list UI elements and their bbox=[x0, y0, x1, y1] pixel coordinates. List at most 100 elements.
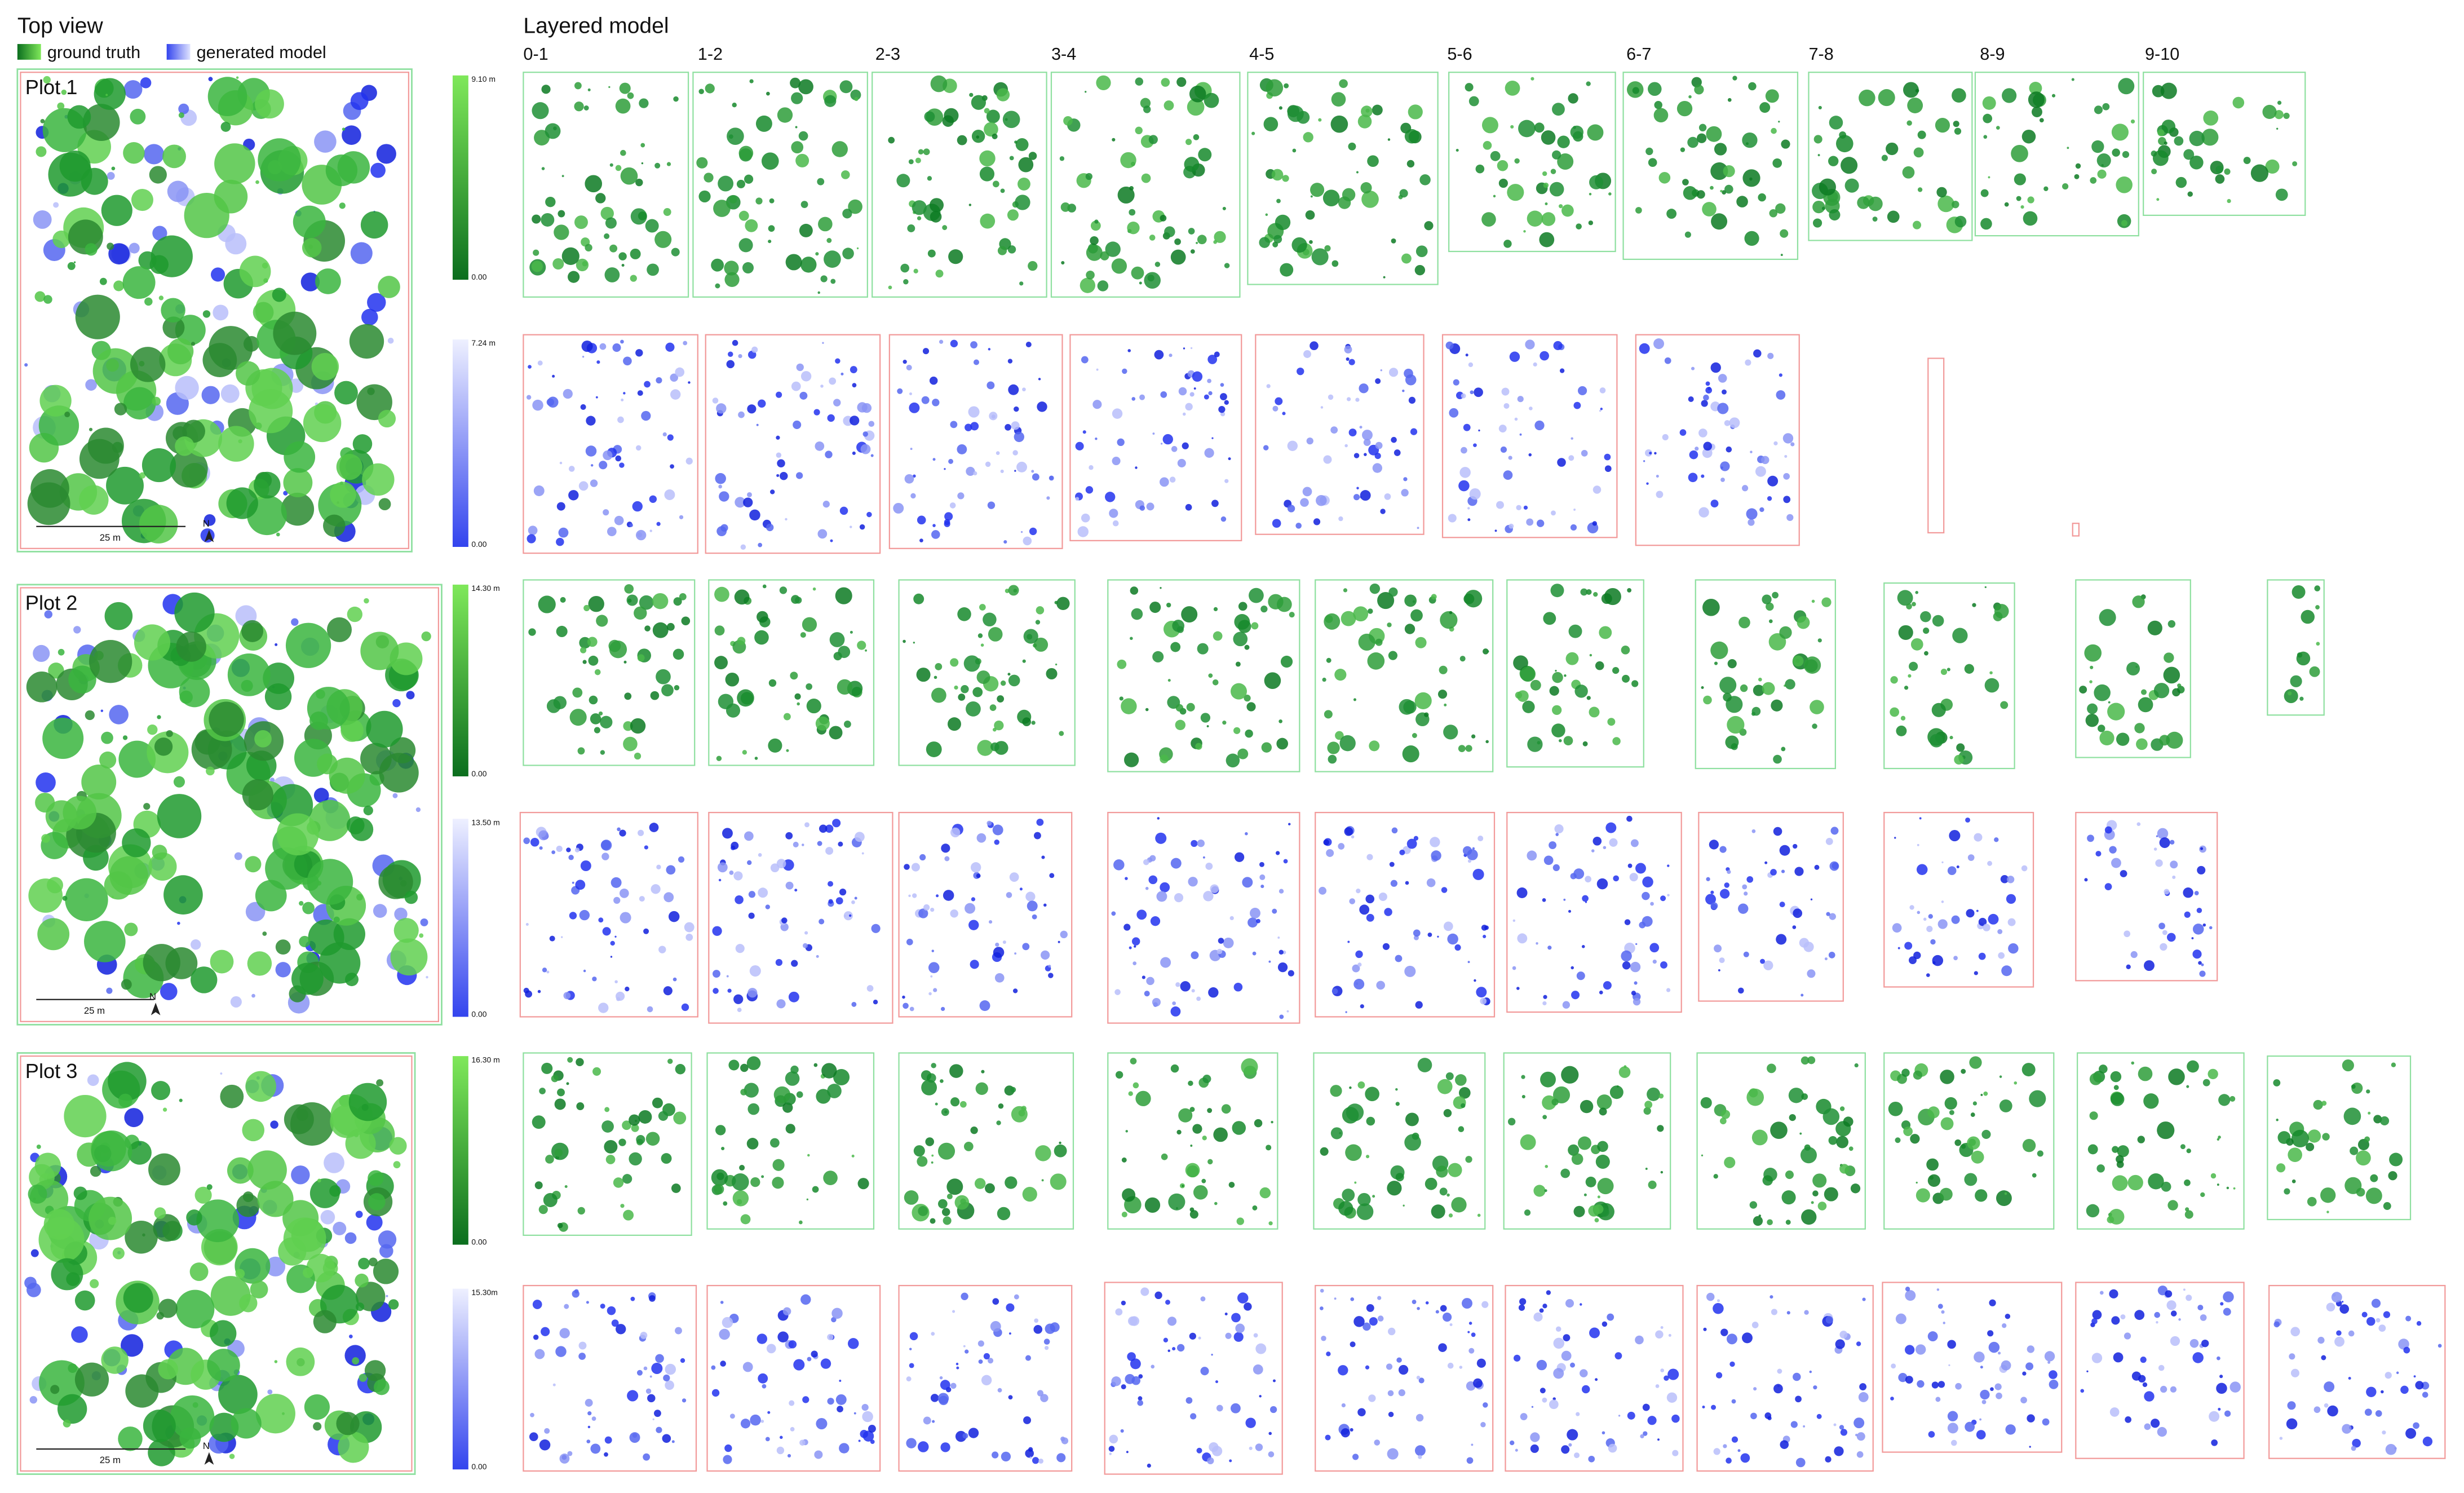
point-cluster bbox=[1114, 989, 1121, 995]
point-cluster bbox=[728, 1059, 740, 1071]
point-cluster bbox=[1356, 888, 1361, 894]
point-cluster bbox=[956, 1366, 959, 1370]
point-cluster bbox=[714, 656, 728, 670]
point-cluster bbox=[2156, 198, 2160, 201]
point-cluster bbox=[790, 1426, 795, 1432]
point-cluster bbox=[1931, 703, 1946, 717]
point-cluster bbox=[1032, 1457, 1039, 1464]
point-cluster bbox=[640, 143, 645, 148]
point-cluster bbox=[344, 1232, 357, 1244]
point-cluster bbox=[563, 388, 573, 399]
point-cluster bbox=[2124, 930, 2131, 938]
point-cluster bbox=[651, 884, 661, 894]
point-cluster bbox=[225, 233, 247, 255]
point-cluster bbox=[284, 1104, 314, 1134]
point-cluster bbox=[1903, 82, 1919, 98]
point-cluster bbox=[1679, 429, 1687, 436]
point-cluster bbox=[980, 643, 984, 647]
point-cluster bbox=[2049, 1380, 2059, 1389]
point-cluster bbox=[921, 396, 930, 404]
point-cluster bbox=[313, 1310, 337, 1333]
point-cluster bbox=[2389, 1152, 2403, 1167]
point-cluster bbox=[931, 1154, 934, 1157]
point-cluster bbox=[1208, 987, 1219, 998]
point-cluster bbox=[1155, 832, 1167, 844]
point-cluster bbox=[599, 461, 608, 470]
point-cluster bbox=[1136, 909, 1147, 920]
point-cluster bbox=[738, 411, 745, 418]
point-cluster bbox=[1812, 200, 1825, 214]
point-cluster bbox=[1565, 1299, 1574, 1308]
point-cluster bbox=[940, 1442, 950, 1452]
point-cluster bbox=[231, 1408, 262, 1439]
point-cluster bbox=[662, 432, 667, 437]
point-cluster bbox=[1904, 942, 1913, 950]
point-cluster bbox=[1552, 1397, 1556, 1401]
point-cluster bbox=[236, 76, 239, 79]
point-cluster bbox=[2166, 1300, 2177, 1310]
point-cluster bbox=[1830, 827, 1839, 835]
point-cluster bbox=[74, 1362, 109, 1397]
point-cluster bbox=[1793, 843, 1798, 849]
point-cluster bbox=[1451, 1197, 1467, 1213]
point-cluster bbox=[698, 89, 704, 94]
point-cluster bbox=[552, 374, 555, 378]
point-cluster bbox=[950, 1382, 957, 1389]
point-cluster bbox=[923, 904, 930, 911]
point-cluster bbox=[1740, 684, 1748, 692]
point-cluster bbox=[2209, 926, 2213, 930]
point-cluster bbox=[1555, 1326, 1561, 1332]
point-cluster bbox=[583, 105, 589, 111]
point-cluster bbox=[656, 1426, 662, 1433]
point-cluster bbox=[649, 495, 657, 503]
point-cluster bbox=[961, 1292, 968, 1300]
point-cluster bbox=[1207, 1159, 1213, 1165]
point-cluster bbox=[554, 1098, 566, 1110]
point-cluster bbox=[1471, 1332, 1476, 1337]
point-cluster bbox=[713, 200, 731, 217]
point-cluster bbox=[1277, 936, 1280, 939]
point-cluster bbox=[1541, 130, 1556, 145]
point-cluster bbox=[767, 1411, 771, 1414]
point-cluster bbox=[1762, 682, 1775, 695]
point-cluster bbox=[329, 757, 365, 794]
point-cluster bbox=[1551, 510, 1556, 516]
point-cluster bbox=[1394, 449, 1401, 456]
point-cluster bbox=[1789, 1114, 1796, 1121]
point-cluster bbox=[2113, 1085, 2119, 1090]
point-cluster bbox=[1349, 898, 1356, 904]
point-cluster bbox=[1443, 1313, 1452, 1322]
point-cluster bbox=[858, 1439, 861, 1442]
point-cluster bbox=[2164, 889, 2170, 895]
point-cluster bbox=[1972, 603, 1976, 607]
point-cluster bbox=[586, 1439, 591, 1443]
point-cluster bbox=[627, 92, 634, 99]
point-cluster bbox=[2186, 1085, 2189, 1088]
point-cluster bbox=[1856, 1451, 1864, 1458]
point-cluster bbox=[2079, 686, 2087, 694]
point-cluster bbox=[992, 727, 997, 732]
point-cluster bbox=[73, 261, 76, 263]
point-cluster bbox=[1369, 1317, 1378, 1326]
point-cluster bbox=[2124, 1332, 2131, 1340]
point-cluster bbox=[735, 895, 744, 904]
point-cluster bbox=[1189, 1210, 1198, 1219]
point-cluster bbox=[860, 1429, 868, 1438]
point-cluster bbox=[2277, 1131, 2291, 1144]
point-cluster bbox=[367, 293, 386, 312]
point-cluster bbox=[806, 683, 812, 690]
point-cluster bbox=[1341, 1428, 1350, 1438]
point-cluster bbox=[107, 171, 115, 180]
point-cluster bbox=[1203, 891, 1214, 902]
point-cluster bbox=[1342, 188, 1356, 202]
point-cluster bbox=[1014, 470, 1016, 472]
point-cluster bbox=[796, 472, 803, 479]
point-cluster bbox=[667, 434, 674, 441]
point-cluster bbox=[1131, 608, 1143, 620]
point-cluster bbox=[758, 852, 762, 857]
point-cluster bbox=[1138, 1374, 1143, 1379]
point-cluster bbox=[2233, 1187, 2236, 1190]
point-cluster bbox=[1927, 1106, 1940, 1119]
point-cluster bbox=[600, 1304, 605, 1309]
point-cluster bbox=[1355, 950, 1363, 958]
